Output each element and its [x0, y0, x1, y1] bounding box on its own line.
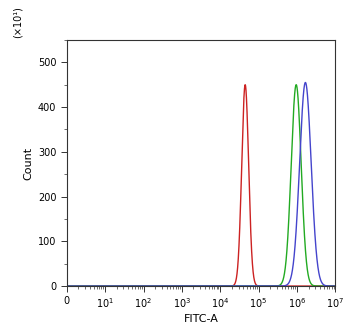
- Text: (×10¹): (×10¹): [13, 6, 23, 38]
- X-axis label: FITC-A: FITC-A: [184, 314, 218, 324]
- Y-axis label: Count: Count: [24, 147, 34, 180]
